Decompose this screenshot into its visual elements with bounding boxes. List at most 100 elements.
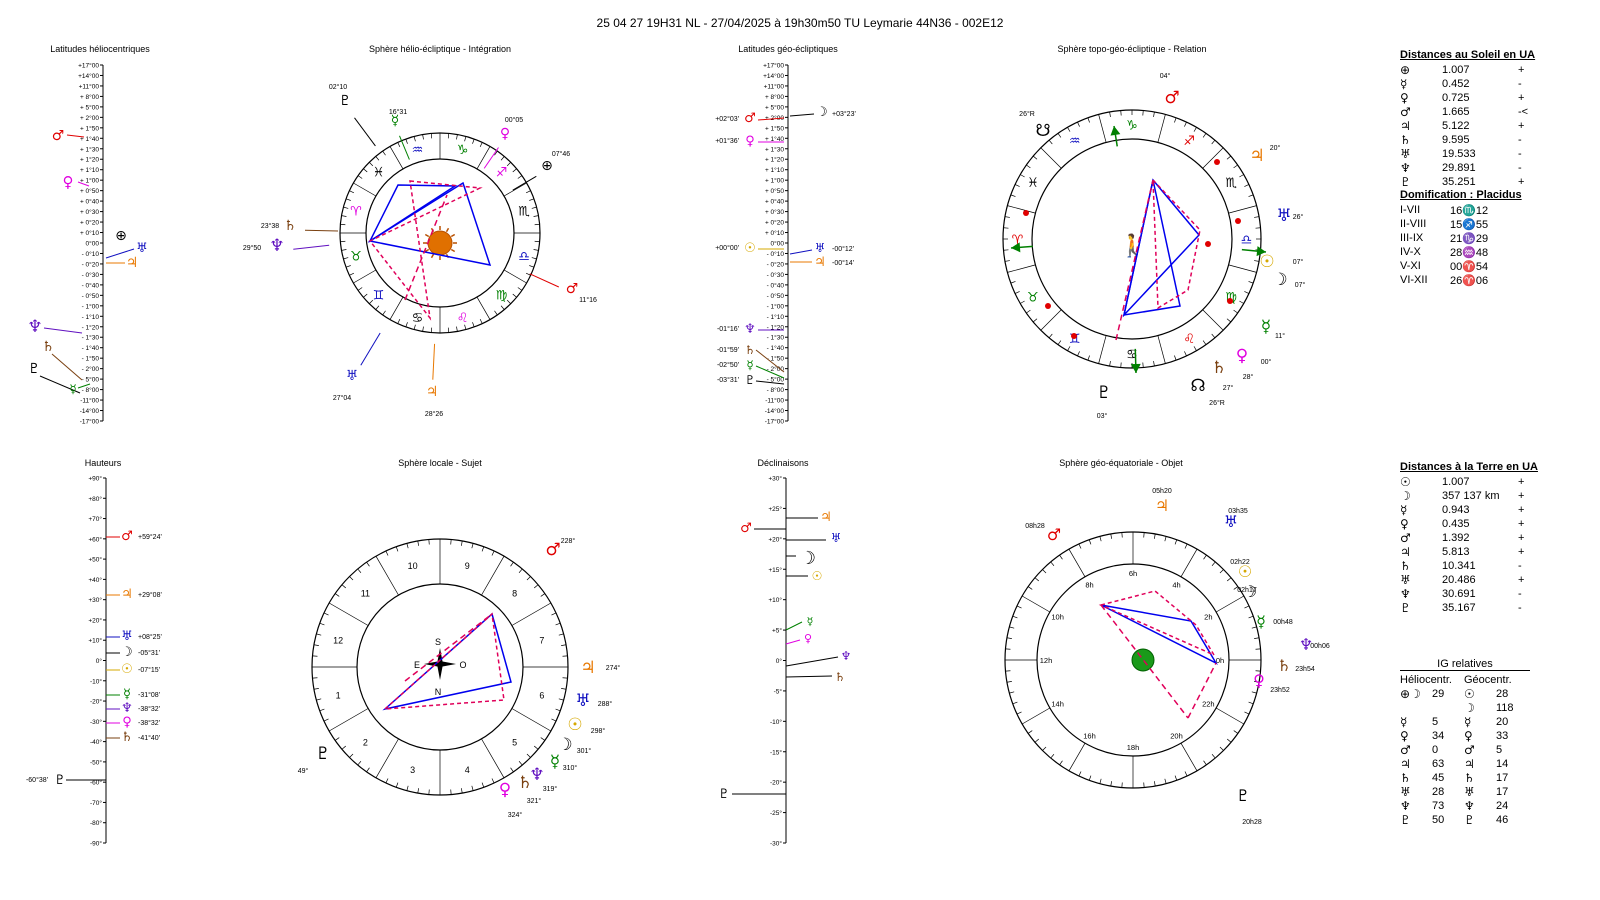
line: [785, 675, 833, 678]
distance-value-cell: 20.486: [1442, 574, 1476, 586]
equatorial-graduation: [1244, 605, 1250, 609]
topo-wheel-graduation: [1010, 281, 1016, 284]
geo-value-cell: 17: [1496, 772, 1509, 784]
topo-wheel-graduation: [1153, 361, 1155, 367]
topo-wheel-graduation: [1109, 361, 1111, 367]
heights-title: Hauteurs: [85, 458, 122, 468]
heights-moon-value: -05°31': [138, 649, 160, 657]
local-sphere-label: 319°: [543, 785, 558, 793]
helio-pluto-glyph: ♇: [339, 93, 352, 109]
domification-title: Domification : Placidus: [1400, 189, 1522, 201]
planet-glyph-cell: ♆: [1400, 587, 1411, 601]
decl-tick-label: -20°: [770, 779, 782, 787]
topo-wheel-graduation: [1202, 133, 1207, 138]
geo-lat-tick-label: - 2°00: [767, 365, 785, 373]
equatorial-graduation: [1215, 707, 1245, 725]
geo-glyph-cell: ☉: [1464, 687, 1475, 701]
table-row: ☿ 0.452 -: [1400, 77, 1534, 91]
geo-glyph-cell: ♂: [1464, 743, 1475, 757]
helio-wheel-graduation: [472, 322, 475, 328]
local-aspect-red-line: [404, 613, 493, 682]
topo-sphere-label: 03°: [1097, 412, 1108, 420]
topo-wheel-graduation: [1057, 340, 1062, 345]
topo-wheel-sign: ♑: [1126, 119, 1138, 134]
equatorial-graduation: [1184, 771, 1188, 777]
line: [77, 181, 90, 187]
geo-lat-tick-label: -14°00: [765, 407, 785, 415]
table-row: ♆ 30.691 -: [1400, 587, 1530, 601]
topo-wheel-graduation: [1004, 260, 1010, 262]
local-graduation: [558, 633, 564, 636]
distance-value-cell: 1.007: [1442, 476, 1470, 488]
planet-glyph-cell: ♄: [1400, 133, 1411, 147]
helio-lat-tick-label: - 0°50: [82, 292, 100, 300]
helio-uranus-pointer: [360, 332, 381, 366]
eq-saturn-glyph: ♄: [1277, 656, 1291, 675]
equatorial-graduation: [1068, 548, 1086, 578]
helio-wheel-graduation: [517, 175, 523, 179]
house-axis-cell: I-VII: [1400, 204, 1421, 216]
heights-tick-label: -50°: [90, 758, 102, 766]
helio-lat-tick-label: - 1°00: [82, 302, 100, 310]
helio-wheel-graduation: [363, 293, 368, 298]
local-graduation: [316, 633, 322, 636]
equatorial-graduation: [1180, 742, 1198, 772]
table-row: ♄ 45 ♄ 17: [1400, 771, 1528, 785]
compass-label: O: [459, 660, 466, 670]
geo-lat-tick-label: +11°00: [764, 82, 785, 90]
equatorial-label: 03h35: [1228, 508, 1248, 515]
topo-wheel-graduation: [1226, 318, 1232, 323]
local-saturn-glyph: ♄: [517, 773, 532, 793]
local-graduation: [323, 718, 329, 722]
topo-axis-arrowhead: [1256, 246, 1266, 257]
topo-wheel-graduation: [1254, 260, 1260, 262]
ig-panel: IG relatives Héliocentr. Géocentr. ⊕☽ 29 ☉…: [1400, 658, 1530, 827]
line: [755, 349, 785, 373]
house-cusp-dot: [1023, 210, 1029, 216]
jupiter-glyph: ♃: [126, 255, 139, 271]
geo-value-cell: 33: [1496, 730, 1509, 742]
topo-uranus-glyph: ♅: [1276, 206, 1291, 226]
topo-wheel-graduation: [1239, 300, 1244, 304]
helio-lat-tick-label: + 0°30: [80, 208, 99, 216]
helio-wheel-graduation: [533, 249, 539, 251]
helio-mars-pointer: [529, 273, 560, 288]
helio-wheel-graduation: [353, 182, 377, 197]
helio-wheel-graduation: [500, 305, 505, 310]
distance-value-cell: 0.452: [1442, 78, 1470, 90]
equatorial-graduation: [1042, 746, 1047, 751]
house-number: 11: [361, 588, 370, 598]
local-graduation: [349, 753, 354, 758]
geo-lat-tick-label: - 0°10: [767, 250, 785, 258]
geo-lat-tick-label: + 0°20: [765, 219, 784, 227]
ig-table: Héliocentr. Géocentr. ⊕☽ 29 ☉ 28 ☽ 118 ☿ 5 ☿ 20 ♀ 3…: [1400, 673, 1528, 827]
house-number: 2: [363, 738, 368, 748]
equatorial-graduation: [1016, 711, 1022, 715]
helio-aspect-red: [368, 180, 483, 321]
topo-axis-arrowhead: [1110, 126, 1121, 136]
distance-value-cell: 357 137 km: [1442, 490, 1500, 502]
helio-aspect-red-line: [404, 194, 448, 301]
local-aspect-blue: [382, 612, 512, 711]
table-row: ☉ 1.007 +: [1400, 475, 1530, 489]
table-row: ☽ 118: [1400, 701, 1528, 715]
helio-wheel-graduation: [472, 138, 475, 144]
local-graduation: [319, 622, 325, 626]
equatorial-graduation: [1254, 637, 1260, 639]
helio-lat-tick-label: - 2°00: [82, 365, 100, 373]
helio-venus-pointer: [483, 147, 499, 169]
table-row: ♇ 50 ♇ 46: [1400, 813, 1528, 827]
line: [757, 117, 785, 121]
equatorial-graduation: [1248, 615, 1254, 619]
decl-tick-label: +5°: [772, 627, 782, 635]
planet-glyph-cell: ☉: [1400, 475, 1411, 489]
planet-glyph-cell: ♇: [1400, 601, 1411, 615]
house-axis-cell: II-VIII: [1400, 218, 1427, 230]
hour-label: 6h: [1129, 569, 1137, 578]
helio-lat-tick-label: - 5°00: [82, 376, 100, 384]
mars-glyph: ♂: [744, 111, 756, 126]
sun-distances-title: Distances au Soleil en UA: [1400, 49, 1536, 61]
sun-glyph: ☉: [812, 569, 823, 583]
geo-lat-jupiter-value: -00°14': [832, 259, 854, 267]
topo-wheel-graduation: [1077, 351, 1080, 357]
